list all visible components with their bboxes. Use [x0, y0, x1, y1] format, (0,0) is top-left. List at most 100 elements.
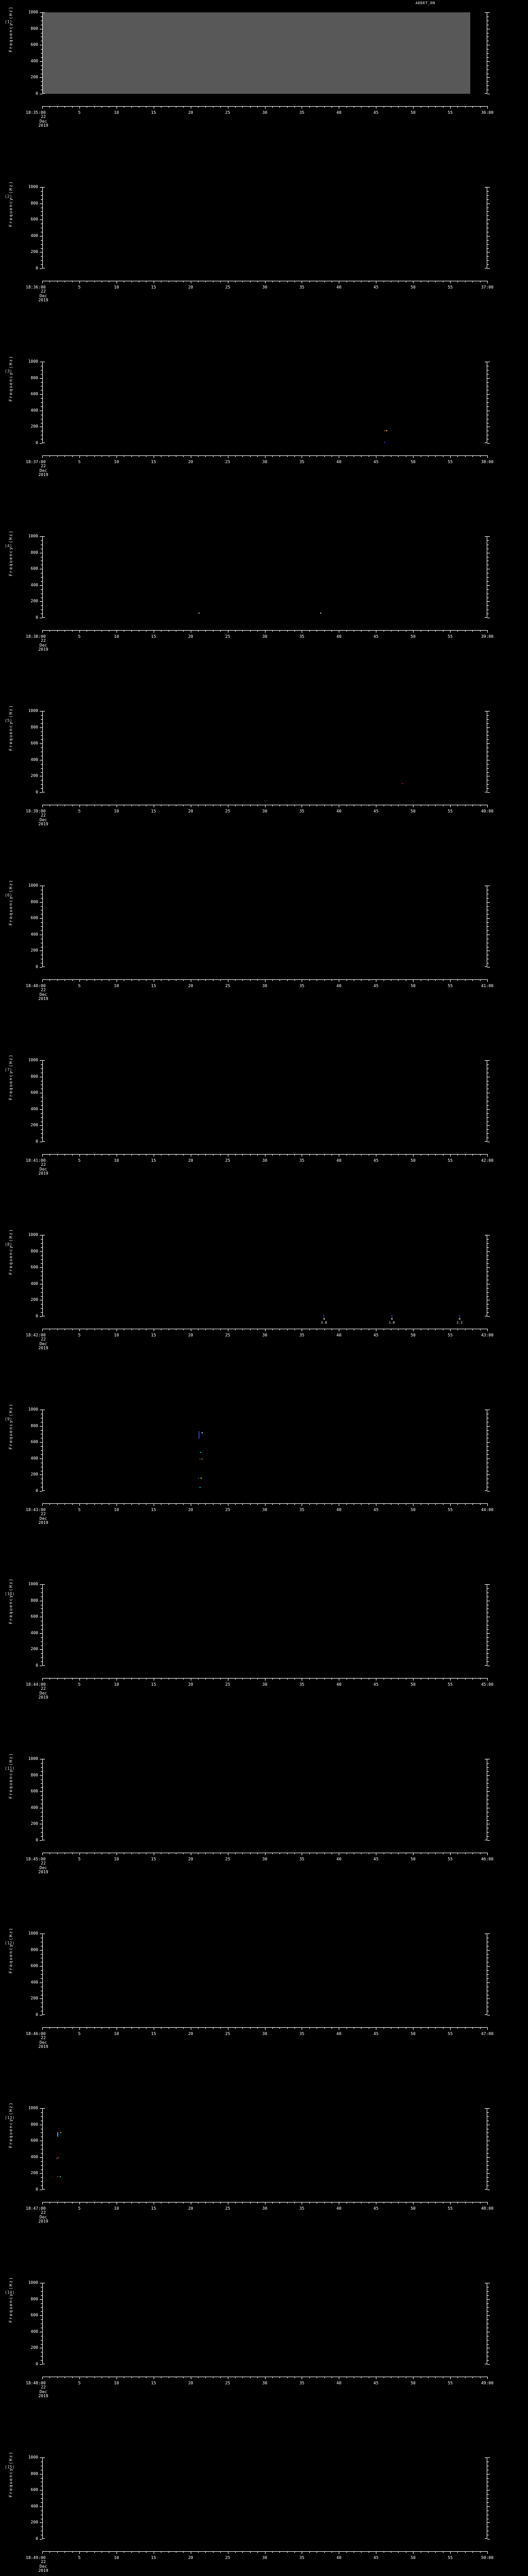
- date-line: Dec: [39, 992, 47, 997]
- x-tick: [250, 1329, 251, 1330]
- x-tick: [220, 2027, 221, 2029]
- y-tick-right: [487, 1105, 489, 1106]
- date-stack: 22 Dec 2019: [33, 1162, 54, 1176]
- y-tick: [41, 715, 42, 716]
- x-tick: [57, 2202, 58, 2204]
- x-tick: [250, 2551, 251, 2553]
- x-tick: [265, 1503, 266, 1506]
- x-tick: [257, 2027, 258, 2029]
- panel-number: (6): [5, 893, 12, 897]
- y-tick-label: 400: [30, 233, 38, 238]
- y-tick-label: 600: [30, 1265, 38, 1270]
- y-tick-label: 200: [30, 948, 38, 953]
- x-tick-label: 55: [448, 460, 453, 464]
- x-tick: [250, 979, 251, 981]
- x-tick: [294, 979, 295, 981]
- y-tick-right: [487, 2494, 489, 2495]
- x-tick: [220, 2551, 221, 2553]
- x-tick-label: 25: [225, 1682, 230, 1687]
- detection-mark: [60, 2131, 61, 2133]
- date-line: Dec: [39, 293, 47, 298]
- x-tick: [465, 2202, 466, 2204]
- x-tick: [79, 630, 80, 633]
- y-tick-right: [487, 768, 489, 769]
- x-tick-label: 35: [299, 2206, 305, 2211]
- x-tick-label: 50: [410, 1682, 416, 1687]
- y-tick-right: [487, 1287, 489, 1289]
- y-tick-label: 1000: [28, 883, 38, 888]
- y-tick-label: 200: [30, 2345, 38, 2350]
- x-tick-label: 5: [78, 2555, 81, 2560]
- date-line: Dec: [39, 642, 47, 648]
- y-tick-right: [487, 1292, 489, 1293]
- x-tick: [265, 2377, 266, 2379]
- x-tick-label: 5: [78, 1857, 81, 1861]
- detection-mark: [59, 2176, 61, 2178]
- x-tick: [64, 630, 65, 632]
- x-tick: [250, 455, 251, 457]
- date-line: Dec: [39, 2214, 47, 2219]
- x-tick: [64, 2202, 65, 2204]
- x-tick: [480, 2551, 481, 2553]
- x-tick-label: 5: [78, 1507, 81, 1512]
- x-tick: [235, 2551, 236, 2553]
- x-tick: [235, 455, 236, 457]
- x-tick-label: 20: [188, 460, 193, 464]
- x-tick: [205, 455, 206, 457]
- x-tick: [272, 2027, 273, 2029]
- detection-mark: [459, 1315, 460, 1317]
- x-tick: [413, 630, 414, 633]
- x-tick: [94, 979, 95, 981]
- x-tick: [235, 106, 236, 108]
- x-tick: [131, 979, 132, 981]
- y-axis-left: [42, 2283, 45, 2364]
- spectrogram-panel: 0 200 400 600 800 1000 Frequency (Hz) (14) 5 10 15…: [0, 2277, 528, 2451]
- y-tick-right: [487, 215, 489, 216]
- date-line: Dec: [39, 1516, 47, 1521]
- x-tick: [250, 1678, 251, 1680]
- x-tick: [435, 979, 436, 981]
- spectrogram-panel: 0 200 400 600 800 1000 Frequency (Hz) (12) 5 10 15…: [0, 1927, 528, 2102]
- x-tick: [79, 2027, 80, 2030]
- x-tick-label: 30: [262, 2555, 268, 2560]
- y-axis-left: [42, 1759, 45, 1840]
- x-tick: [294, 281, 295, 282]
- y-tick: [41, 191, 42, 192]
- y-axis-title: Frequency (Hz): [8, 530, 13, 577]
- y-tick-right: [487, 1762, 489, 1764]
- y-tick-label: 800: [30, 2296, 38, 2301]
- x-tick: [435, 1678, 436, 1680]
- y-tick-right: [487, 406, 489, 407]
- x-tick-label: 5: [78, 809, 81, 814]
- x-tick: [324, 2202, 325, 2204]
- x-tick: [435, 455, 436, 457]
- y-tick-right: [487, 2307, 489, 2308]
- x-tick-label: 55: [448, 1682, 453, 1687]
- x-tick-label: 50: [410, 1857, 416, 1861]
- x-tick: [465, 1678, 466, 1680]
- x-tick-label: 45: [373, 1857, 379, 1861]
- y-tick: [41, 390, 42, 391]
- y-tick: [41, 1836, 42, 1837]
- spectrogram-panel: 0 200 400 600 800 1000 Frequency (Hz) (6) 5 10 15 2…: [0, 879, 528, 1054]
- x-tick: [94, 1154, 95, 1156]
- x-tick: [57, 1853, 58, 1854]
- y-tick-label: 200: [30, 1472, 38, 1477]
- y-tick-right: [487, 12, 490, 13]
- x-tick-label: 30: [262, 1682, 268, 1687]
- x-axis-start-label: 18:36:00: [26, 285, 46, 290]
- x-tick: [257, 1329, 258, 1330]
- y-tick-right: [487, 2112, 489, 2113]
- date-line: Dec: [39, 1166, 47, 1172]
- x-tick-label: 5: [78, 1333, 81, 1337]
- x-tick-label: 25: [225, 2206, 230, 2211]
- x-tick-label: 45: [373, 984, 379, 988]
- x-tick-label: 45: [373, 285, 379, 290]
- y-tick: [41, 1816, 42, 1817]
- y-tick: [41, 1292, 42, 1293]
- x-tick: [131, 455, 132, 457]
- y-axis-left: [42, 536, 45, 618]
- panel-number: (8): [5, 1242, 12, 1247]
- y-tick: [40, 378, 42, 379]
- x-tick: [272, 1503, 273, 1505]
